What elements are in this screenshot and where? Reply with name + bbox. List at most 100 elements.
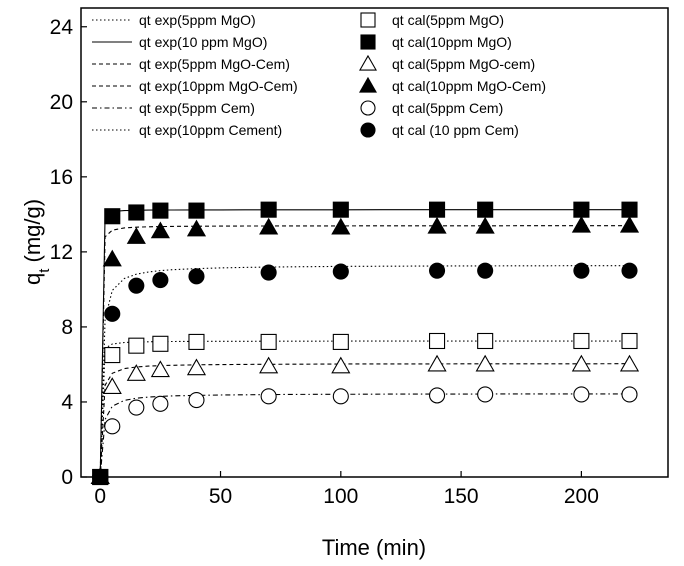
data-markers [90, 201, 640, 486]
legend-marker-swatch [359, 54, 377, 71]
x-tick-label: 0 [94, 485, 106, 508]
data-point [621, 201, 638, 218]
legend-marker-swatch [360, 122, 376, 138]
x-tick-label: 150 [444, 485, 479, 508]
y-axis-title-subscript: t [36, 268, 53, 273]
data-point [475, 354, 495, 372]
data-point [428, 387, 446, 404]
data-point [571, 354, 591, 372]
fit-curve [99, 340, 630, 478]
data-point [573, 386, 590, 403]
y-tick-label: 24 [50, 16, 74, 39]
data-point [573, 262, 590, 279]
legend-line-label: qt exp(5ppm Cem) [139, 100, 255, 116]
data-point [428, 262, 446, 279]
legend-marker-swatch [359, 76, 377, 93]
fit-curve [99, 363, 630, 478]
data-point [573, 332, 590, 350]
legend-line-label: qt exp(5ppm MgO-Cem) [139, 56, 290, 72]
fit-curve [99, 393, 630, 478]
data-point [477, 332, 494, 350]
data-point [621, 262, 638, 279]
data-point [188, 392, 205, 409]
data-point [188, 268, 205, 285]
data-point [427, 216, 447, 234]
data-point [332, 333, 349, 350]
data-point [332, 201, 349, 218]
plot-frame [80, 7, 669, 478]
data-point [477, 201, 494, 218]
data-point [260, 388, 277, 405]
y-axis-ticks: 0 4 8 12 16 20 24 [50, 16, 87, 489]
data-point [573, 201, 590, 218]
data-point [621, 386, 638, 403]
legend-marker-label: qt cal(10ppm MgO) [392, 34, 512, 50]
data-point [152, 395, 169, 412]
y-axis-title-main: q [20, 273, 45, 285]
x-axis-title: Time (min) [322, 535, 426, 560]
legend: qt exp(5ppm MgO) qt cal(5ppm MgO) qt exp(1… [92, 12, 546, 138]
legend-line-label: qt exp(10ppm MgO-Cem) [139, 78, 298, 94]
data-point [150, 360, 170, 378]
data-point [260, 201, 277, 218]
data-point [427, 354, 447, 372]
legend-marker-label: qt cal (10 ppm Cem) [392, 122, 519, 138]
data-point [331, 356, 351, 374]
data-point [188, 202, 205, 219]
y-axis-title-unit: (mg/g) [20, 199, 45, 269]
y-tick-label: 8 [61, 316, 73, 339]
data-point [128, 277, 145, 294]
fit-curves [99, 209, 630, 478]
data-point [428, 201, 446, 218]
data-point [104, 418, 121, 435]
data-point [331, 217, 351, 235]
data-point [260, 264, 277, 281]
data-point [571, 215, 591, 233]
data-point [188, 333, 205, 350]
data-point [104, 305, 121, 322]
data-point [128, 204, 145, 221]
data-point [619, 215, 640, 233]
data-point [477, 386, 494, 403]
x-tick-label: 200 [564, 485, 599, 508]
y-tick-label: 0 [61, 466, 73, 489]
legend-marker-label: qt cal(5ppm MgO-cem) [392, 56, 535, 72]
data-point [128, 399, 145, 416]
data-point [186, 358, 207, 376]
y-axis-title: qt (mg/g) [20, 199, 53, 285]
data-point [104, 347, 121, 364]
data-point [186, 219, 207, 237]
legend-marker-swatch [360, 12, 376, 28]
x-tick-label: 100 [323, 485, 358, 508]
y-tick-label: 12 [50, 241, 73, 264]
data-point [152, 271, 169, 289]
legend-line-label: qt exp(5ppm MgO) [139, 12, 256, 28]
x-axis-ticks: 0 50 100 150 200 [94, 471, 599, 508]
fit-curve [99, 265, 630, 478]
data-point [332, 388, 349, 405]
legend-marker-label: qt cal(5ppm MgO) [392, 12, 504, 28]
legend-line-label: qt exp(10ppm Cement) [139, 122, 282, 138]
y-tick-label: 4 [61, 391, 73, 414]
legend-marker-swatch [360, 100, 376, 116]
data-point [102, 377, 122, 394]
legend-marker-label: qt cal(10ppm MgO-Cem) [392, 78, 546, 94]
data-point [477, 262, 494, 279]
data-point [259, 217, 279, 235]
data-point [332, 263, 349, 280]
legend-marker-swatch [360, 34, 376, 50]
y-tick-label: 16 [50, 166, 73, 189]
data-point [475, 216, 495, 234]
fit-curve [99, 209, 630, 478]
legend-line-label: qt exp(10 ppm MgO) [139, 34, 267, 50]
y-tick-label: 20 [50, 91, 73, 114]
data-point [126, 364, 146, 381]
data-point [619, 354, 640, 372]
fit-curve [99, 225, 630, 478]
data-point [152, 202, 169, 219]
data-point [259, 356, 279, 374]
data-point [102, 249, 122, 267]
x-tick-label: 50 [209, 485, 232, 508]
data-point [104, 208, 121, 225]
